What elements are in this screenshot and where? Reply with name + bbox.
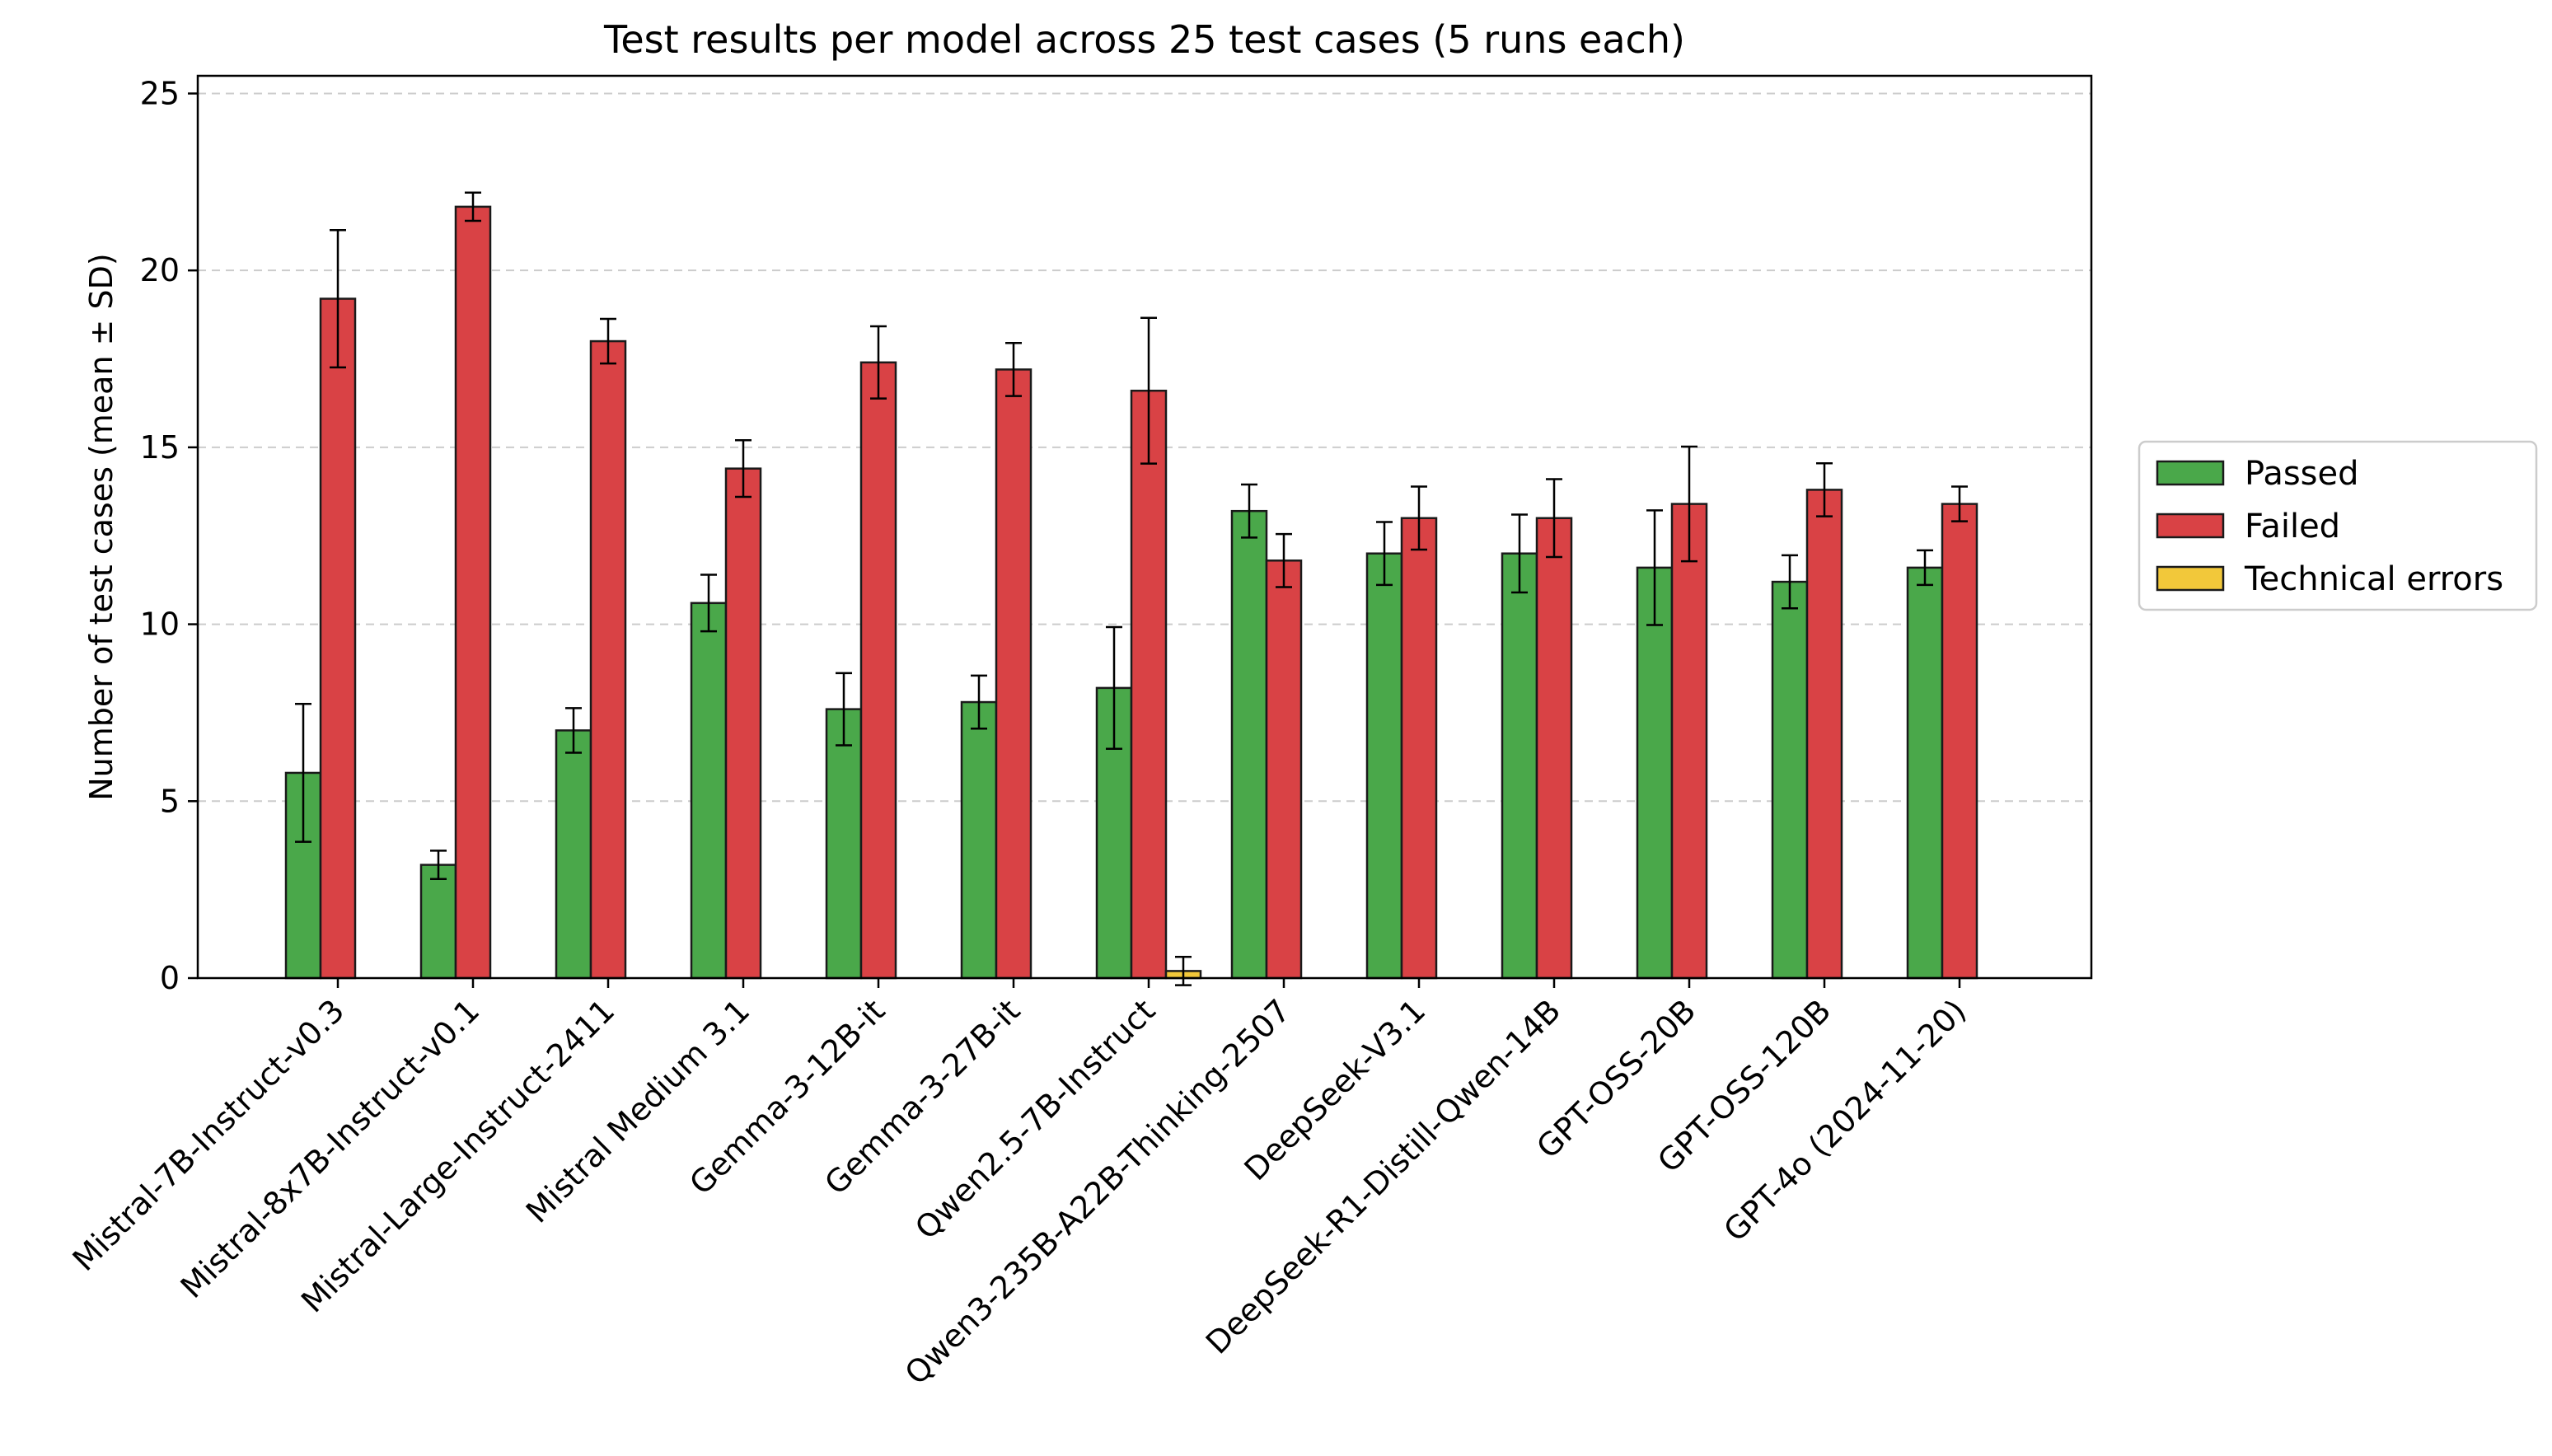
legend: Passed Failed Technical errors	[2138, 440, 2538, 611]
bar-failed	[995, 368, 1033, 980]
bar-passed	[1906, 566, 1944, 980]
bar-passed	[825, 708, 863, 980]
y-axis: 0 5 10 15 20 25	[140, 75, 198, 996]
bar-failed	[1130, 389, 1168, 980]
bar-passed	[1365, 552, 1403, 980]
bar-failed	[1265, 559, 1303, 980]
bar-passed	[1501, 552, 1538, 980]
bar-passed	[1636, 566, 1674, 980]
bar-failed	[454, 205, 492, 980]
legend-label: Failed	[2245, 508, 2340, 545]
bar-passed	[419, 864, 457, 980]
y-tick-label: 20	[140, 252, 180, 288]
bar-failed	[724, 467, 762, 980]
y-tick-label: 10	[140, 606, 180, 643]
x-tick-label: Mistral-7B-Instruct-v0.3	[66, 992, 352, 1278]
bar-failed	[319, 297, 357, 980]
legend-box	[2138, 440, 2538, 611]
plot-frame	[196, 74, 2093, 980]
bar-failed	[1805, 489, 1843, 980]
x-tick-label: Qwen2.5-7B-Instruct	[908, 992, 1162, 1246]
bar-failed	[1400, 517, 1438, 980]
bar-failed	[1670, 503, 1708, 980]
bar-passed	[1230, 509, 1268, 980]
bar-passed	[1771, 580, 1809, 980]
error-bars-layer	[295, 191, 1968, 986]
bar-failed	[1535, 517, 1573, 980]
chart-title: Test results per model across 25 test ca…	[603, 17, 1685, 62]
y-tick-label: 5	[160, 783, 180, 819]
bar-passed	[555, 729, 592, 980]
y-axis-label: Number of test cases (mean ± SD)	[83, 253, 119, 801]
bars-layer	[284, 205, 1978, 980]
bar-failed	[859, 361, 897, 980]
bar-passed	[960, 700, 998, 980]
bar-failed	[1941, 503, 1978, 980]
x-tick-label: GPT-4o (2024-11-20)	[1716, 992, 1973, 1248]
legend-swatch	[2156, 565, 2225, 592]
bar-passed	[690, 602, 728, 980]
legend-label: Passed	[2245, 455, 2359, 493]
legend-label: Technical errors	[2244, 560, 2503, 598]
legend-swatch	[2156, 513, 2225, 539]
x-tick-label: Mistral Medium 3.1	[519, 992, 757, 1230]
y-tick-label: 15	[140, 429, 180, 466]
x-axis: Mistral-7B-Instruct-v0.3Mistral-8x7B-Ins…	[66, 978, 1973, 1392]
y-tick-label: 0	[160, 960, 180, 996]
legend-swatch	[2156, 460, 2225, 486]
bar-failed	[589, 339, 627, 980]
y-tick-label: 25	[140, 75, 180, 111]
